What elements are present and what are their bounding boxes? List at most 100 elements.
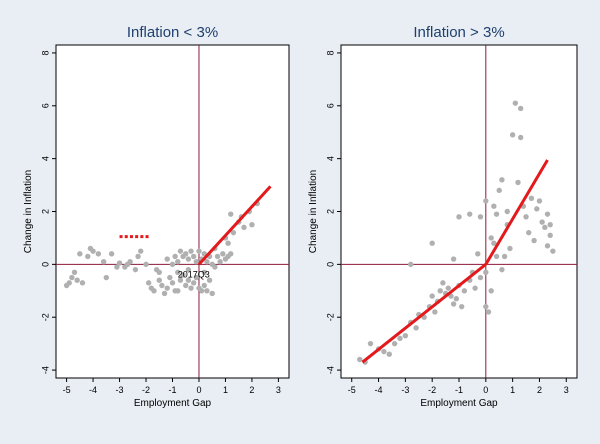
scatter-point (172, 253, 178, 260)
scatter-point (483, 198, 489, 204)
y-axis-label: Change in Inflation (23, 170, 34, 253)
scatter-point (526, 229, 532, 236)
scatter-point (79, 280, 86, 286)
scatter-point (201, 269, 207, 275)
x-tick-label: 0 (196, 385, 201, 395)
scatter-point (135, 253, 141, 260)
scatter-point (103, 274, 110, 281)
scatter-point (204, 288, 210, 294)
scatter-point (539, 219, 545, 225)
y-axis-label: Change in Inflation (308, 170, 319, 253)
y-tick-label: -2 (325, 313, 335, 321)
x-tick-label: -5 (63, 385, 71, 395)
scatter-point (220, 251, 226, 257)
x-axis-label: Employment Gap (134, 398, 212, 409)
scatter-point (367, 340, 374, 347)
scatter-point (198, 288, 205, 294)
scatter-point (151, 288, 157, 294)
scatter-point (185, 277, 192, 283)
scatter-point (493, 253, 500, 260)
x-tick-label: 3 (276, 385, 281, 395)
scatter-point (188, 285, 194, 291)
y-tick-label: 2 (40, 209, 50, 214)
scatter-point (225, 240, 231, 246)
x-axis-label: Employment Gap (420, 398, 498, 409)
scatter-point (127, 259, 133, 265)
scatter-point (547, 222, 553, 228)
scatter-point (183, 251, 189, 257)
y-tick-label: 8 (325, 50, 335, 55)
scatter-point (483, 303, 489, 310)
scatter-point (156, 269, 162, 275)
y-tick-label: 6 (325, 103, 335, 108)
scatter-point (408, 261, 414, 268)
scatter-point (164, 256, 170, 262)
scatter-point (188, 248, 194, 254)
x-tick-label: -2 (142, 385, 150, 395)
scatter-point (456, 214, 462, 220)
scatter-point (528, 195, 535, 201)
scatter-point (450, 301, 457, 307)
y-tick-label: -4 (40, 366, 50, 374)
annotation-label: 2017Q3 (178, 270, 210, 280)
scatter-point (499, 177, 505, 183)
scatter-point (493, 211, 500, 217)
scatter-point (381, 348, 387, 355)
y-tick-label: 2 (325, 209, 335, 214)
scatter-point (114, 264, 120, 270)
scatter-point (90, 248, 96, 254)
scatter-point (156, 277, 162, 283)
x-tick-label: -5 (348, 385, 356, 395)
scatter-point (534, 206, 540, 212)
scatter-point (66, 280, 72, 286)
scatter-point (458, 303, 465, 310)
scatter-point (180, 272, 186, 278)
scatter-point (544, 243, 551, 249)
scatter-point (445, 285, 451, 291)
chart-panel-2: Inflation > 3% -5 -4 -3 -2 -1 0 1 2 3 -4 -2 0 2 4 6 8 Emp… (308, 24, 578, 409)
scatter-point (85, 253, 91, 260)
scatter-point (108, 251, 115, 257)
scatter-point (164, 285, 170, 291)
y-tick-label: 0 (40, 262, 50, 267)
scatter-point (509, 132, 516, 138)
chart-panel-1: Inflation < 3% -5 -4 -3 -2 -1 0 1 2 3 -4 -2 0 2 4 6 8 Emp… (23, 24, 290, 409)
x-tick-label: -3 (116, 385, 124, 395)
scatter-point (536, 198, 543, 204)
scatter-point (397, 335, 403, 342)
scatter-point (523, 214, 529, 220)
scatter-point (169, 261, 176, 268)
scatter-point (453, 296, 460, 302)
scatter-point (475, 251, 481, 257)
fit-line (361, 263, 487, 364)
scatter-point (175, 288, 181, 294)
scatter-point (185, 256, 192, 262)
scatter-point (483, 269, 489, 275)
scatter-point (432, 309, 438, 315)
scatter-point (217, 259, 223, 265)
scatter-point (204, 259, 210, 265)
x-tick-label: -4 (89, 385, 97, 395)
scatter-point (429, 240, 435, 246)
scatter-point (413, 325, 419, 331)
scatter-point (501, 253, 508, 260)
scatter-point (161, 290, 168, 297)
y-tick-label: -4 (325, 366, 335, 374)
scatter-point (440, 280, 446, 286)
scatter-point (193, 259, 200, 265)
x-tick-label: 2 (537, 385, 542, 395)
scatter-point (477, 274, 484, 281)
scatter-point (504, 208, 510, 215)
scatter-point (69, 274, 75, 281)
scatter-point (185, 266, 192, 273)
scatter-point (386, 351, 392, 357)
scatter-point (100, 259, 107, 265)
x-tick-label: -2 (428, 385, 436, 395)
scatter-point (145, 280, 152, 286)
scatter-point (214, 253, 221, 260)
scatter-point (201, 282, 207, 289)
scatter-point (488, 235, 494, 241)
scatter-point (517, 105, 524, 112)
scatter-point (496, 187, 502, 194)
